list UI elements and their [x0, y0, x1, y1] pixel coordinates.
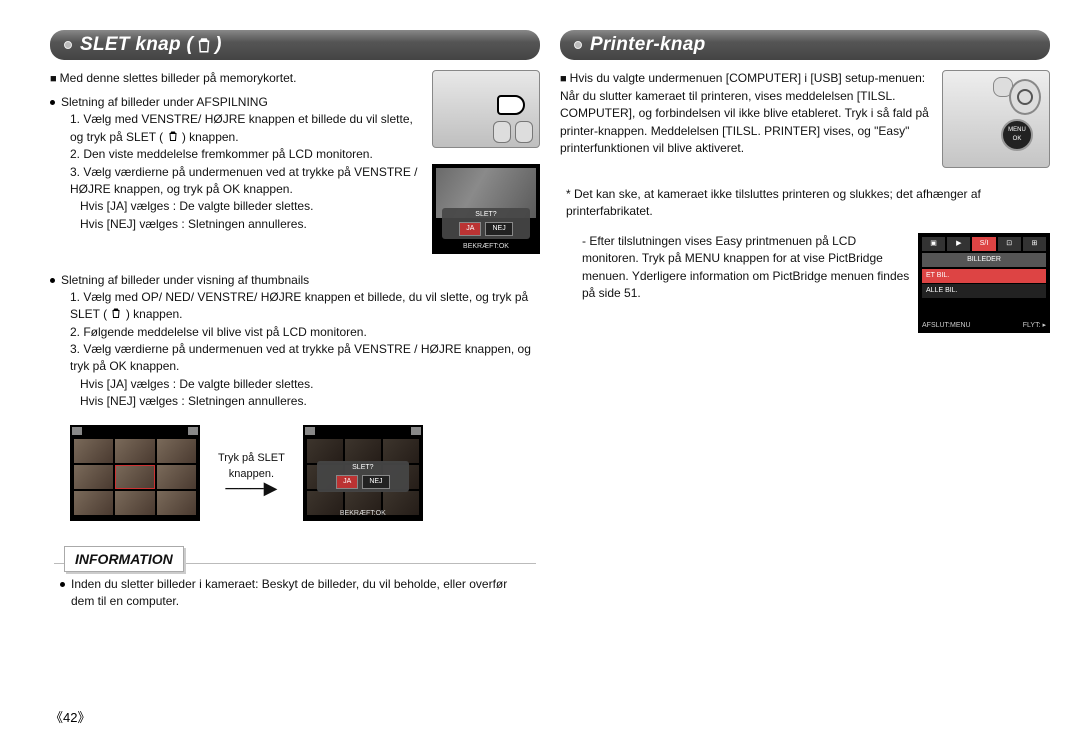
- right-p1: Hvis du valgte undermenuen [COMPUTER] i …: [560, 71, 929, 155]
- sec1-step1b: ) knappen.: [182, 130, 239, 144]
- thumbnail-sequence: Tryk på SLET knappen. ───▶ SLET? JA: [70, 425, 540, 521]
- bullet-icon: [60, 582, 65, 587]
- printer-menu-lcd: ▣▶S/I⊡⊞ BILLEDER ET BIL. ALLE BIL. AFSLU…: [918, 233, 1050, 333]
- information-body: Inden du sletter billeder i kameraet: Be…: [71, 576, 530, 611]
- lcd-confirm-illustration: SLET? JA NEJ BEKRÆFT:OK: [432, 164, 540, 254]
- square-bullet-icon: ■: [50, 73, 57, 85]
- camera-press-illustration: [432, 70, 540, 148]
- dlg-footer: BEKRÆFT:OK: [432, 242, 540, 252]
- sec1-step1a: 1. Vælg med VENSTRE/ HØJRE knappen et bi…: [70, 112, 413, 143]
- information-box: INFORMATION Inden du sletter billeder i …: [54, 537, 536, 611]
- dlg-opt-ja: JA: [459, 222, 481, 236]
- dlg-opt-nej-2: NEJ: [362, 475, 389, 489]
- dlg-opt-ja-2: JA: [336, 475, 358, 489]
- thumbnail-lcd-after: SLET? JA NEJ BEKRÆFT:OK: [303, 425, 423, 521]
- left-column: SLET knap ( ) ■Med denne slettes billede…: [50, 30, 540, 726]
- bullet-icon: [50, 100, 55, 105]
- menu-btn-bot: OK: [1013, 135, 1022, 144]
- sec2-step3: 3. Vælg værdierne på undermenuen ved at …: [70, 341, 540, 376]
- lcd-section: BILLEDER: [922, 253, 1046, 267]
- sec2-heading: Sletning af billeder under visning af th…: [61, 272, 309, 289]
- left-intro: Med denne slettes billeder på memorykort…: [60, 71, 297, 85]
- mid-caption-1: Tryk på SLET: [218, 451, 285, 467]
- sec1-step2: 2. Den viste meddelelse fremkommer på LC…: [70, 146, 540, 163]
- right-body: MENU OK ■Hvis du valgte undermenuen [COM…: [560, 70, 1050, 341]
- sec2-ja: Hvis [JA] vælges : De valgte billeder sl…: [80, 376, 540, 393]
- lcd-foot-left: AFSLUT:MENU: [922, 321, 971, 331]
- menu-btn-top: MENU: [1008, 126, 1026, 135]
- printer-camera-illustration: MENU OK: [942, 70, 1050, 168]
- right-p2: * Det kan ske, at kameraet ikke tilslutt…: [566, 186, 1050, 221]
- dlg-question: SLET?: [442, 208, 530, 222]
- lcd-foot-right: FLYT: ▸: [1023, 321, 1046, 331]
- bullet-icon: [50, 278, 55, 283]
- information-heading: INFORMATION: [64, 546, 184, 572]
- title-dot-icon: [64, 41, 72, 49]
- left-title-text-b: ): [215, 34, 222, 56]
- arrow-right-icon: ───▶: [218, 483, 285, 494]
- sec2-nej: Hvis [NEJ] vælges : Sletningen annullere…: [80, 393, 540, 410]
- lcd-item1: ET BIL.: [922, 269, 1046, 283]
- title-dot-icon: [574, 41, 582, 49]
- trash-icon: [195, 36, 213, 54]
- sec2-step2: 2. Følgende meddelelse vil blive vist på…: [70, 324, 540, 341]
- trash-icon: [110, 307, 122, 319]
- square-bullet-icon: ■: [560, 73, 567, 85]
- left-title-text-a: SLET knap (: [80, 34, 193, 56]
- dlg-question-2: SLET?: [317, 461, 409, 475]
- lcd-tab-sel: S/I: [972, 237, 995, 251]
- thumbnail-lcd-before: [70, 425, 200, 521]
- right-column: Printer-knap MENU OK ■Hvis du valgte und…: [560, 30, 1050, 726]
- sec1-heading: Sletning af billeder under AFSPILNING: [61, 94, 268, 111]
- trash-icon: [167, 130, 179, 142]
- left-body: ■Med denne slettes billeder på memorykor…: [50, 70, 540, 611]
- right-title-bar: Printer-knap: [560, 30, 1050, 60]
- left-title-bar: SLET knap ( ): [50, 30, 540, 60]
- right-title-text: Printer-knap: [590, 34, 706, 56]
- sec2-step1b: ) knappen.: [126, 307, 183, 321]
- dlg-footer-2: BEKRÆFT:OK: [303, 509, 423, 519]
- lcd-item2: ALLE BIL.: [922, 284, 1046, 298]
- page-number: 《42》: [50, 707, 90, 726]
- dlg-opt-nej: NEJ: [485, 222, 512, 236]
